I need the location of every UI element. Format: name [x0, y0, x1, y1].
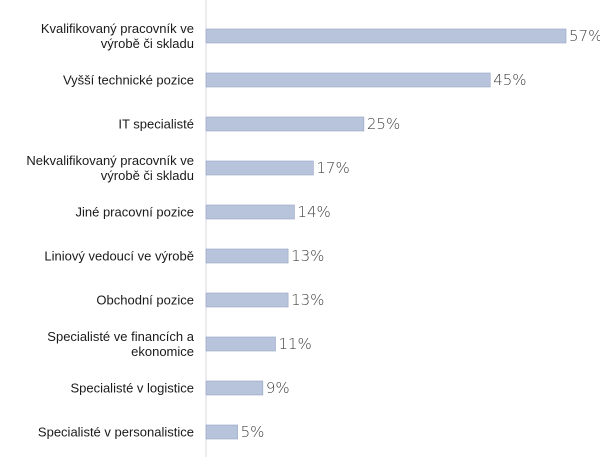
value-label: 25% [367, 115, 400, 133]
category-label-line: ekonomice [131, 344, 194, 359]
category-label: Jiné pracovní pozice [75, 205, 194, 220]
bar [205, 160, 314, 176]
bar [205, 380, 264, 396]
category-label-line: Nekvalifikovaný pracovník ve [26, 153, 194, 168]
category-label-line: Kvalifikovaný pracovník ve [41, 21, 194, 36]
bar [205, 248, 289, 264]
category-label-line: výrobě či skladu [101, 36, 194, 51]
category-label: Vyšší technické pozice [63, 73, 194, 88]
bar [205, 116, 365, 132]
bars-group [205, 28, 567, 440]
category-label: Kvalifikovaný pracovník ve výrobě či skla… [41, 21, 194, 51]
value-label: 5% [241, 423, 265, 441]
category-label-line: Liniový vedoucí ve výrobě [44, 249, 194, 264]
value-label: 45% [493, 71, 526, 89]
category-label-line: Obchodní pozice [96, 293, 194, 308]
bar [205, 28, 567, 44]
category-label: Liniový vedoucí ve výrobě [44, 249, 194, 264]
value-label: 13% [291, 247, 324, 265]
value-label: 11% [278, 335, 311, 353]
category-label-line: Specialisté ve financích a [47, 329, 194, 344]
category-label-line: Jiné pracovní pozice [75, 205, 194, 220]
category-label-line: IT specialisté [118, 117, 194, 132]
category-label-line: výrobě či skladu [101, 168, 194, 183]
category-label: Specialisté ve financích a ekonomice [47, 329, 194, 359]
bar [205, 292, 289, 308]
category-label: Nekvalifikovaný pracovník ve výrobě či sk… [26, 153, 194, 183]
category-label-line: Specialisté v personalistice [38, 425, 194, 440]
bar [205, 424, 238, 440]
category-label-line: Vyšší technické pozice [63, 73, 194, 88]
bar [205, 204, 295, 220]
value-label: 17% [316, 159, 349, 177]
category-labels-group: Kvalifikovaný pracovník ve výrobě či skla… [26, 21, 194, 440]
bar [205, 72, 491, 88]
category-label: Obchodní pozice [96, 293, 194, 308]
bar [205, 336, 276, 352]
value-label: 14% [297, 203, 330, 221]
category-label: Specialisté v logistice [70, 381, 194, 396]
value-label: 9% [266, 379, 290, 397]
value-labels-group: 57% 45% 25% 17% 14% 13% 13% 11% 9% 5% [241, 27, 600, 441]
value-label: 57% [569, 27, 600, 45]
category-label: Specialisté v personalistice [38, 425, 194, 440]
category-label-line: Specialisté v logistice [70, 381, 194, 396]
category-label: IT specialisté [118, 117, 194, 132]
value-label: 13% [291, 291, 324, 309]
